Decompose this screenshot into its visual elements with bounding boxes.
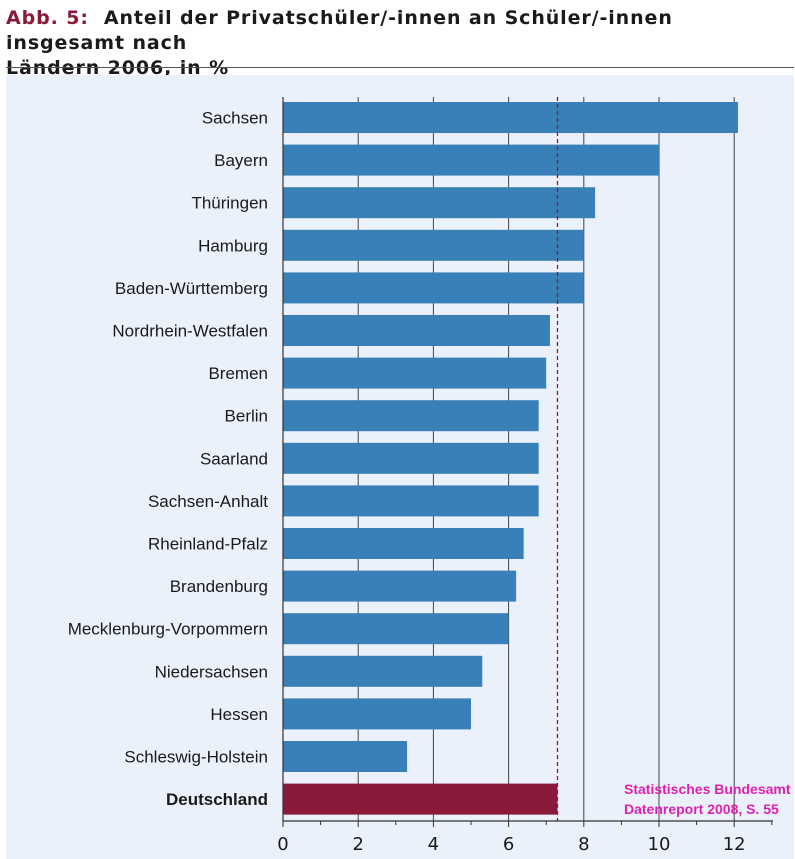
bar <box>283 315 550 346</box>
x-tick-label: 6 <box>503 834 514 855</box>
bar <box>283 400 539 432</box>
bar <box>283 187 596 219</box>
source-line-2: Datenreport 2008, S. 55 <box>624 801 779 817</box>
category-label: Hamburg <box>198 236 268 255</box>
category-label: Niedersachsen <box>155 662 268 681</box>
x-tick-label: 8 <box>578 834 589 855</box>
category-label: Deutschland <box>166 790 268 809</box>
bar <box>283 528 524 559</box>
category-label: Schleswig-Holstein <box>124 748 268 767</box>
figure-number: Abb. 5: <box>6 7 89 29</box>
category-label: Saarland <box>200 449 268 468</box>
category-label: Bremen <box>208 364 268 383</box>
bar <box>283 570 517 602</box>
title-line-2: Ländern 2006, in % <box>6 57 230 79</box>
bar <box>283 485 539 517</box>
bar <box>283 229 584 261</box>
category-label: Thüringen <box>191 194 268 213</box>
x-tick-label: 0 <box>277 834 288 855</box>
bar <box>283 357 547 389</box>
bar <box>283 698 471 730</box>
bar <box>283 442 539 474</box>
x-tick-label: 10 <box>648 834 671 855</box>
bar <box>283 613 509 645</box>
category-label: Bayern <box>214 151 268 170</box>
category-label: Sachsen <box>202 109 268 128</box>
category-label: Mecklenburg-Vorpommern <box>68 620 268 639</box>
chart-title: Abb. 5: Anteil der Privatschüler/-innen … <box>6 6 791 81</box>
category-label: Nordrhein-Westfalen <box>112 322 268 341</box>
bar <box>283 144 659 176</box>
source-line-1: Statistisches Bundesamt <box>624 781 791 797</box>
category-label: Brandenburg <box>170 577 268 596</box>
bar <box>283 783 558 815</box>
title-line-1: Anteil der Privatschüler/-innen an Schül… <box>6 7 673 54</box>
category-label: Baden-Württemberg <box>115 279 268 298</box>
x-tick-label: 12 <box>723 834 746 855</box>
bar <box>283 655 483 687</box>
bar <box>283 102 738 133</box>
category-label: Berlin <box>225 407 268 426</box>
title-divider <box>6 67 794 68</box>
x-tick-label: 2 <box>352 834 363 855</box>
category-label: Rheinland-Pfalz <box>148 535 268 554</box>
bar <box>283 272 584 304</box>
category-label: Hessen <box>210 705 268 724</box>
bar <box>283 741 408 772</box>
x-tick-label: 4 <box>428 834 439 855</box>
category-label: Sachsen-Anhalt <box>148 492 268 511</box>
source-note: Statistisches Bundesamt Datenreport 2008… <box>624 779 791 819</box>
